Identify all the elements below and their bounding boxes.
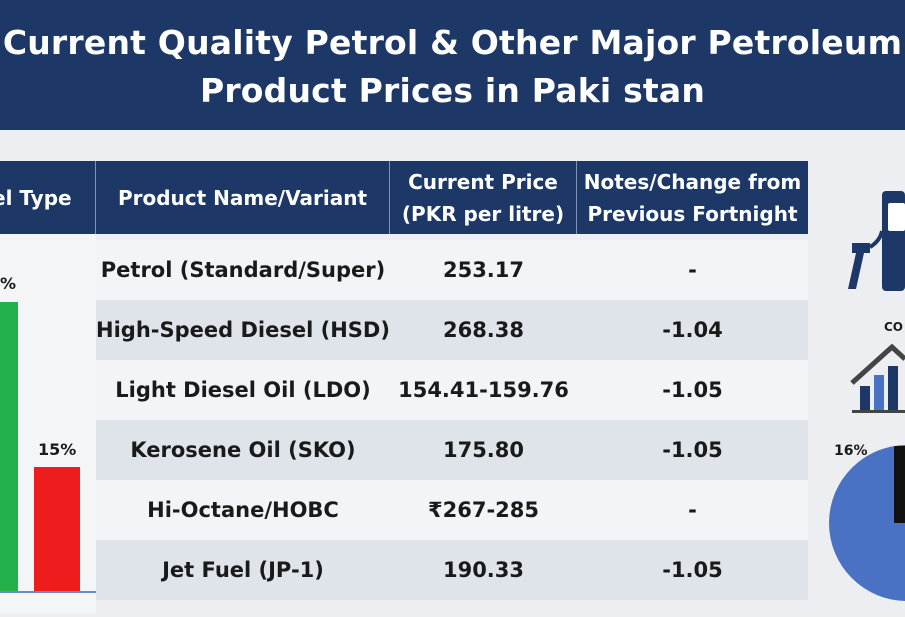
bar-2 (34, 467, 80, 591)
price-cell: 154.41-159.76 (398, 378, 569, 402)
title-banner: Current Quality Petrol & Other Major Pet… (0, 0, 905, 130)
bar-1 (0, 302, 18, 591)
change-cell: - (688, 498, 697, 522)
price-cell: 268.38 (442, 318, 525, 342)
bar-2-label: 15% (38, 440, 77, 459)
price-cell: ₹267-285 (428, 498, 539, 522)
product-cell: Petrol (Standard/Super) (100, 258, 386, 282)
left-bar-chart: % 15% (0, 234, 96, 613)
header-notes-line-1: Notes/Change from (583, 169, 802, 194)
header-price-line-2: (PKR per litre) (401, 201, 565, 226)
table-row: High-Speed Diesel (HSD) 268.38 -1.04 (96, 300, 808, 360)
change-cell: -1.05 (662, 378, 723, 402)
table-row: Light Diesel Oil (LDO) 154.41-159.76 -1.… (96, 360, 808, 420)
fuel-pump-icon (848, 191, 905, 291)
product-cell: Light Diesel Oil (LDO) (115, 378, 371, 402)
change-cell: -1.05 (662, 438, 723, 462)
co-label: CO (884, 320, 904, 334)
right-icons (829, 191, 905, 601)
bar-1-label: % (0, 274, 17, 293)
house-chart-icon (850, 343, 905, 413)
price-cell: 253.17 (442, 258, 525, 282)
price-cell: 175.80 (442, 438, 525, 462)
right-decoration: CO 16% (812, 161, 905, 613)
product-cell: High-Speed Diesel (HSD) (96, 318, 390, 342)
pie-label: 16% (834, 443, 868, 459)
table-row: Petrol (Standard/Super) 253.17 - (96, 240, 808, 300)
product-cell: Hi-Octane/HOBC (147, 498, 339, 522)
table-header: el Type Product Name/Variant Current Pri… (0, 161, 808, 234)
table-row: Kerosene Oil (SKO) 175.80 -1.05 (96, 420, 808, 480)
change-cell: -1.04 (662, 318, 723, 342)
table-row: Hi-Octane/HOBC ₹267-285 - (96, 480, 808, 540)
pie-chart-icon (829, 445, 905, 601)
header-product: Product Name/Variant (96, 161, 390, 234)
header-fuel-type: el Type (0, 161, 96, 234)
header-price-line-1: Current Price (408, 169, 558, 194)
title-line-2: Product Prices in Paki stan (199, 71, 706, 110)
price-cell: 190.33 (442, 558, 525, 582)
product-cell: Jet Fuel (JP-1) (162, 558, 324, 582)
change-cell: -1.05 (662, 558, 723, 582)
title-line-1: Current Quality Petrol & Other Major Pet… (2, 23, 903, 62)
header-notes-line-2: Previous Fortnight (587, 201, 798, 226)
product-cell: Kerosene Oil (SKO) (130, 438, 356, 462)
change-cell: - (688, 258, 697, 282)
chart-baseline (0, 591, 96, 593)
table-row: Jet Fuel (JP-1) 190.33 -1.05 (96, 540, 808, 600)
header-notes: Notes/Change from Previous Fortnight (577, 161, 808, 234)
header-price: Current Price (PKR per litre) (390, 161, 577, 234)
